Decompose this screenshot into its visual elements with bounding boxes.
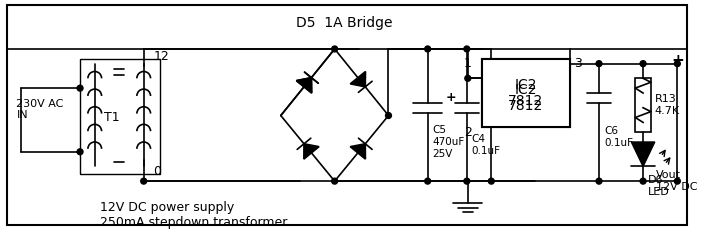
Text: C6
0.1uF: C6 0.1uF [604, 126, 633, 148]
Circle shape [424, 46, 431, 52]
Polygon shape [296, 78, 312, 93]
Circle shape [640, 61, 646, 67]
Circle shape [465, 75, 471, 81]
Text: C5
470uF
25V: C5 470uF 25V [433, 125, 465, 159]
Text: 1: 1 [464, 57, 472, 70]
Text: C4
0.1uF: C4 0.1uF [472, 134, 501, 156]
Circle shape [77, 85, 83, 91]
Bar [80, 59, 160, 174]
Circle shape [464, 46, 470, 52]
Circle shape [596, 61, 602, 67]
Circle shape [675, 178, 680, 184]
Circle shape [675, 61, 680, 67]
Polygon shape [296, 78, 312, 93]
Circle shape [141, 178, 147, 184]
Circle shape [386, 113, 391, 118]
Text: D6
LED: D6 LED [648, 175, 670, 197]
Text: +: + [671, 53, 684, 68]
Text: +: + [446, 91, 456, 104]
Circle shape [489, 178, 494, 184]
Text: 3: 3 [575, 57, 582, 70]
Circle shape [77, 149, 83, 155]
Text: 12: 12 [154, 50, 169, 63]
Text: 2: 2 [464, 126, 472, 139]
Text: R13
4.7K: R13 4.7K [655, 94, 680, 116]
Text: 230V AC
IN: 230V AC IN [16, 99, 63, 121]
Text: Vout
12V DC: Vout 12V DC [656, 170, 697, 192]
Text: 0: 0 [154, 165, 161, 178]
Circle shape [596, 178, 602, 184]
Text: 12V DC power supply
250mA stepdown transformer: 12V DC power supply 250mA stepdown trans… [99, 201, 287, 229]
Circle shape [331, 178, 338, 184]
Circle shape [464, 178, 470, 184]
Polygon shape [350, 144, 365, 159]
Circle shape [331, 46, 338, 52]
Text: IC2
7812: IC2 7812 [508, 83, 543, 113]
Polygon shape [631, 142, 655, 166]
Bar [482, 59, 570, 127]
Text: T1: T1 [104, 111, 119, 124]
Circle shape [424, 178, 431, 184]
Bar [482, 59, 570, 127]
Circle shape [640, 178, 646, 184]
Bar [635, 78, 651, 132]
Text: D5  1A Bridge: D5 1A Bridge [296, 16, 393, 30]
Polygon shape [304, 144, 319, 159]
Polygon shape [350, 71, 365, 87]
Text: IC2
7812: IC2 7812 [508, 78, 543, 108]
